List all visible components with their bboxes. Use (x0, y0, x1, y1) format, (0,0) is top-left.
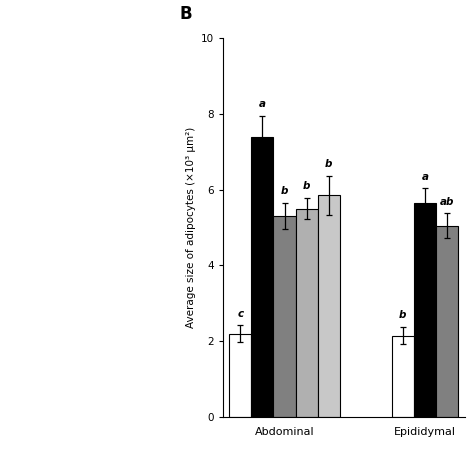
Bar (296, 209, 318, 417)
Bar (436, 226, 458, 417)
Text: b: b (399, 310, 407, 320)
Text: b: b (325, 159, 332, 169)
Bar (318, 195, 340, 417)
Text: a: a (421, 172, 428, 182)
Bar (229, 334, 251, 417)
Bar (392, 336, 414, 417)
Text: b: b (281, 186, 288, 196)
Bar (414, 203, 436, 417)
Text: c: c (237, 309, 244, 319)
Bar (251, 137, 273, 417)
Text: B: B (179, 5, 192, 23)
Text: a: a (259, 99, 266, 109)
Text: ab: ab (440, 197, 454, 207)
Bar (273, 216, 296, 417)
Text: b: b (303, 181, 310, 191)
Y-axis label: Average size of adipocytes (×10³ μm²): Average size of adipocytes (×10³ μm²) (186, 127, 196, 328)
